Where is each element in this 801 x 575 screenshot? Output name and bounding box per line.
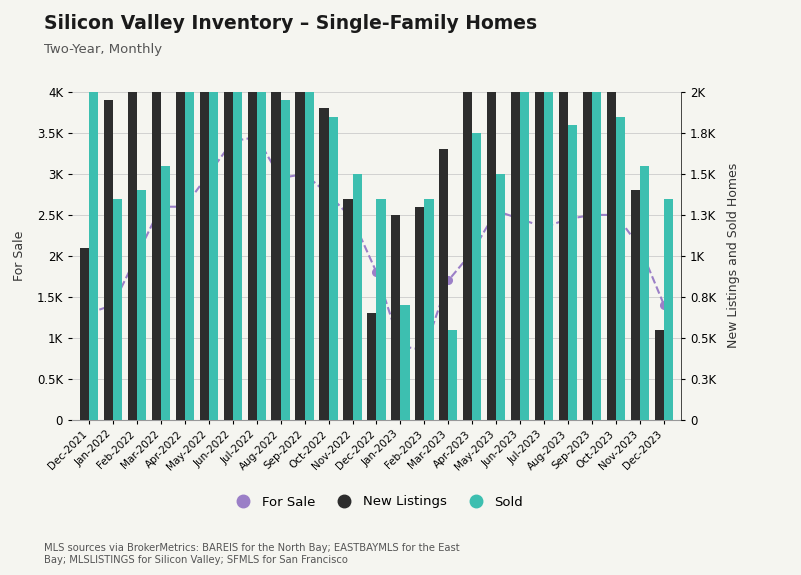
Bar xyxy=(415,206,425,420)
Bar xyxy=(272,18,280,420)
Bar xyxy=(607,84,616,420)
Bar xyxy=(439,150,449,420)
Bar xyxy=(127,0,137,420)
Bar xyxy=(137,190,146,420)
Bar xyxy=(304,51,314,420)
Bar xyxy=(655,329,664,420)
Bar xyxy=(616,117,626,420)
Bar xyxy=(583,26,592,420)
Bar xyxy=(113,198,122,420)
Bar xyxy=(248,0,256,420)
Bar xyxy=(209,0,218,420)
Bar xyxy=(521,51,529,420)
Bar xyxy=(296,18,304,420)
Y-axis label: For Sale: For Sale xyxy=(13,231,26,281)
Bar xyxy=(631,190,640,420)
Bar xyxy=(368,313,376,420)
Bar xyxy=(511,0,521,420)
Y-axis label: New Listings and Sold Homes: New Listings and Sold Homes xyxy=(727,163,740,348)
Bar xyxy=(328,117,338,420)
Bar xyxy=(535,34,544,420)
Bar xyxy=(89,51,98,420)
Bar xyxy=(400,305,409,420)
Bar xyxy=(559,92,568,420)
Text: Two-Year, Monthly: Two-Year, Monthly xyxy=(44,43,162,56)
Bar xyxy=(232,0,242,420)
Bar xyxy=(103,100,113,420)
Bar xyxy=(449,329,457,420)
Bar xyxy=(223,0,232,420)
Bar xyxy=(592,92,602,420)
Bar xyxy=(185,0,194,420)
Bar xyxy=(463,59,473,420)
Bar xyxy=(320,108,328,420)
Bar xyxy=(199,0,209,420)
Bar xyxy=(568,125,578,420)
Bar xyxy=(151,0,161,420)
Bar xyxy=(544,51,553,420)
Bar xyxy=(487,0,497,420)
Bar xyxy=(280,100,290,420)
Bar xyxy=(352,174,361,420)
Text: MLS sources via BrokerMetrics: BAREIS for the North Bay; EASTBAYMLS for the East: MLS sources via BrokerMetrics: BAREIS fo… xyxy=(44,543,460,565)
Bar xyxy=(497,174,505,420)
Bar xyxy=(376,198,385,420)
Text: Silicon Valley Inventory – Single-Family Homes: Silicon Valley Inventory – Single-Family… xyxy=(44,14,537,33)
Legend: For Sale, New Listings, Sold: For Sale, New Listings, Sold xyxy=(225,490,528,514)
Bar xyxy=(392,215,400,420)
Bar xyxy=(425,198,433,420)
Bar xyxy=(473,133,481,420)
Bar xyxy=(80,248,89,420)
Bar xyxy=(256,10,266,420)
Bar xyxy=(664,198,673,420)
Bar xyxy=(161,166,170,420)
Bar xyxy=(640,166,650,420)
Bar xyxy=(344,198,352,420)
Bar xyxy=(175,0,185,420)
